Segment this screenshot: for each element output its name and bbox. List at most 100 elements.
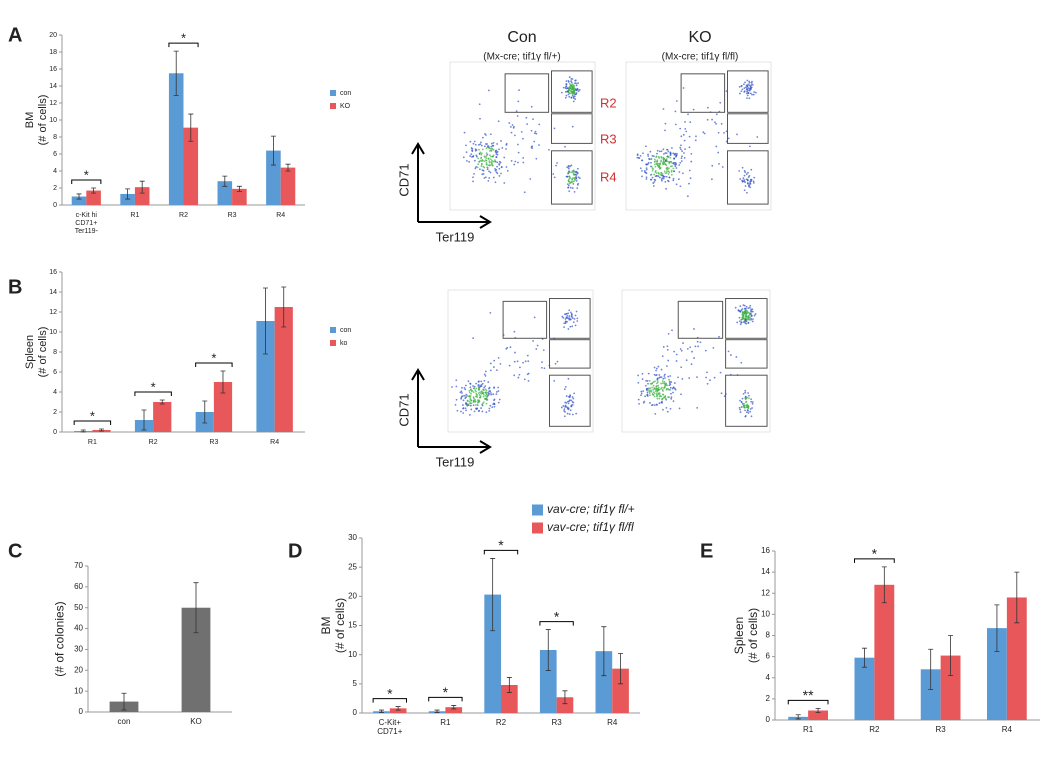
flow-dot (480, 153, 483, 156)
flow-dot (718, 162, 720, 165)
flow-dot (479, 159, 482, 162)
flow-dot (460, 390, 463, 393)
flow-dot (563, 326, 566, 328)
flow-dot (477, 383, 480, 386)
flow-dot (495, 151, 498, 154)
error-bar (263, 287, 269, 355)
flow-dot (652, 185, 655, 187)
flow-dot (658, 388, 661, 391)
flow-dot (571, 325, 574, 328)
flow-dot (564, 91, 567, 93)
flow-dot (669, 388, 671, 391)
error-bar (506, 677, 512, 693)
flow-dot (653, 180, 656, 183)
flow-dot (746, 97, 748, 100)
flow-dot (693, 328, 695, 330)
flow-dot (651, 169, 654, 172)
flow-dot (660, 387, 662, 390)
flow-dot (513, 374, 516, 377)
flow-dot (649, 394, 651, 396)
flow-dot (750, 312, 752, 315)
flow-dot (742, 392, 745, 395)
flow-dot (673, 170, 676, 173)
flow-dot (552, 173, 555, 175)
flow-dot (740, 90, 743, 93)
flow-dot (497, 356, 500, 359)
flow-dot (745, 411, 748, 414)
flow-dot (652, 388, 654, 391)
flow-dot (469, 140, 472, 143)
flow-dot (570, 81, 573, 84)
flow-dot (659, 166, 662, 169)
flow-dot (680, 144, 682, 147)
error-bar (1014, 571, 1020, 624)
flow-dot (568, 175, 571, 178)
flow-dot (488, 161, 491, 164)
flow-dot (663, 153, 665, 155)
flow-dot (556, 360, 559, 363)
flow-dot (493, 359, 496, 362)
flow-dot (474, 167, 477, 170)
flow-dot (702, 131, 705, 134)
flow-dot (494, 181, 497, 184)
flow-dot (471, 150, 474, 153)
gate (680, 73, 726, 113)
flow-dot (650, 389, 652, 392)
flow-dot (526, 123, 529, 126)
flow-dot (655, 162, 658, 165)
flow-dot (654, 179, 657, 182)
flow-dot (478, 387, 481, 390)
error-bar (188, 113, 194, 142)
flow-dot (650, 404, 653, 407)
flow-dot (699, 341, 702, 344)
flow-dot (670, 170, 673, 173)
flow-dot (574, 88, 577, 91)
flow-dot (466, 400, 469, 403)
flow-dot (577, 90, 580, 93)
flow-dot (567, 164, 570, 167)
flow-dot (570, 80, 573, 82)
flow-dot (675, 167, 678, 169)
flow-dot (646, 391, 649, 394)
flow-dot (741, 166, 744, 169)
flow-dot (483, 379, 486, 382)
flow-dot (751, 93, 753, 96)
flow-dot (738, 316, 741, 319)
flow-dot (638, 402, 641, 405)
flow-dot (657, 393, 660, 396)
flow-dot (564, 405, 567, 408)
x-tick-label: R2 (179, 212, 188, 219)
flow-dot (649, 178, 652, 181)
flow-dot (680, 157, 683, 160)
flow-dot (526, 373, 529, 376)
flow-dot (517, 100, 520, 103)
flow-dot (472, 391, 475, 394)
flow-dot (659, 176, 661, 179)
flow-dot (740, 406, 743, 408)
flow-dot (482, 393, 485, 396)
flow-dot (644, 171, 646, 174)
x-tick-label: R3 (209, 439, 218, 446)
flow-dot (569, 85, 572, 88)
flow-dot (573, 173, 575, 176)
flow-dot (497, 401, 500, 404)
flow-dot (522, 161, 525, 164)
flow-dot (754, 313, 757, 315)
flow-dot (668, 171, 671, 174)
flow-dot (706, 118, 709, 121)
flow-dot (674, 110, 677, 113)
flow-dot (488, 387, 490, 390)
flow-dot (565, 94, 568, 97)
flow-dot (658, 397, 661, 400)
flow-dot (737, 309, 740, 312)
flow-plot (449, 61, 596, 211)
flow-dot (636, 153, 639, 156)
error-bar (222, 175, 228, 187)
flow-dot (742, 177, 745, 180)
y-tick-label: 40 (74, 624, 83, 633)
flow-dot (567, 91, 570, 94)
bar (987, 628, 1007, 720)
x-tick-label: R3 (228, 212, 237, 219)
flow-dot (466, 159, 468, 162)
flow-dot (662, 160, 665, 163)
